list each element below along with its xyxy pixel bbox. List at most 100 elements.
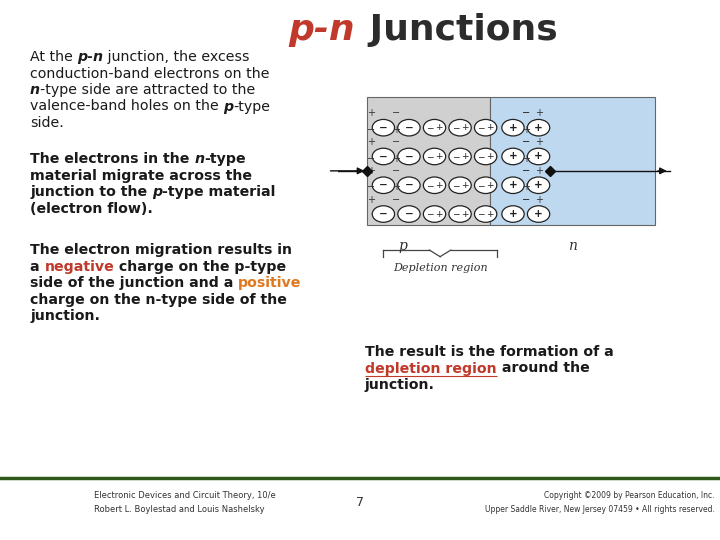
Text: -type: -type xyxy=(204,152,246,166)
Text: junction, the excess: junction, the excess xyxy=(104,50,250,64)
Text: The result is the formation of a: The result is the formation of a xyxy=(365,345,613,359)
Text: +: + xyxy=(522,183,531,192)
Circle shape xyxy=(502,206,524,222)
Text: (electron flow).: (electron flow). xyxy=(30,202,153,216)
Text: material migrate across the: material migrate across the xyxy=(30,169,252,183)
Circle shape xyxy=(474,148,497,165)
Circle shape xyxy=(423,206,446,222)
Text: +: + xyxy=(436,210,443,219)
Text: +: + xyxy=(487,210,494,219)
Text: −: − xyxy=(426,152,433,161)
Text: The electrons in the: The electrons in the xyxy=(30,152,194,166)
Text: around the: around the xyxy=(497,361,590,375)
Text: junction to the: junction to the xyxy=(30,185,152,199)
Circle shape xyxy=(527,206,550,222)
Circle shape xyxy=(372,119,395,136)
Text: −: − xyxy=(521,137,530,147)
Text: conduction-band electrons on the: conduction-band electrons on the xyxy=(30,66,269,80)
Text: +: + xyxy=(522,125,531,135)
Circle shape xyxy=(449,148,472,165)
Text: side of the junction and a: side of the junction and a xyxy=(30,276,238,290)
Text: −: − xyxy=(379,152,388,161)
Text: p: p xyxy=(152,185,162,199)
Text: −: − xyxy=(367,183,376,192)
Text: +: + xyxy=(392,153,400,164)
Circle shape xyxy=(372,177,395,193)
Text: PEARSON: PEARSON xyxy=(16,494,59,503)
Text: +: + xyxy=(461,210,469,219)
Text: −: − xyxy=(392,194,400,205)
Text: Junctions: Junctions xyxy=(357,13,558,47)
Text: −: − xyxy=(521,166,530,176)
Text: −: − xyxy=(379,180,388,190)
Text: +: + xyxy=(534,194,543,205)
Circle shape xyxy=(502,119,524,136)
Text: Upper Saddle River, New Jersey 07459 • All rights reserved.: Upper Saddle River, New Jersey 07459 • A… xyxy=(485,505,715,515)
Text: p: p xyxy=(223,99,233,113)
Text: −: − xyxy=(451,181,459,190)
Text: +: + xyxy=(534,209,543,219)
Text: At the: At the xyxy=(30,50,77,64)
Circle shape xyxy=(397,119,420,136)
Text: +: + xyxy=(367,137,376,147)
Circle shape xyxy=(423,119,446,136)
Text: +: + xyxy=(534,137,543,147)
Text: +: + xyxy=(508,209,518,219)
Text: p-n: p-n xyxy=(289,13,355,47)
Text: +: + xyxy=(508,180,518,190)
Text: +: + xyxy=(508,152,518,161)
Text: +: + xyxy=(367,194,376,205)
Text: n: n xyxy=(30,83,40,97)
Text: −: − xyxy=(426,210,433,219)
Text: p-n: p-n xyxy=(77,50,104,64)
Text: depletion region: depletion region xyxy=(365,361,497,375)
Circle shape xyxy=(423,148,446,165)
Text: ~≈~: ~≈~ xyxy=(29,518,46,524)
Text: +: + xyxy=(487,123,494,132)
Circle shape xyxy=(372,206,395,222)
Text: −: − xyxy=(405,123,413,133)
Text: +: + xyxy=(367,109,376,118)
Text: +: + xyxy=(461,123,469,132)
Text: +: + xyxy=(522,153,531,164)
Circle shape xyxy=(449,119,472,136)
Text: side.: side. xyxy=(30,116,64,130)
Text: −: − xyxy=(392,109,400,118)
Text: −: − xyxy=(379,123,388,133)
Text: Copyright ©2009 by Pearson Education, Inc.: Copyright ©2009 by Pearson Education, In… xyxy=(544,491,715,501)
Text: +: + xyxy=(461,181,469,190)
Circle shape xyxy=(502,148,524,165)
Text: +: + xyxy=(534,180,543,190)
Text: +: + xyxy=(534,166,543,176)
Text: n: n xyxy=(568,239,577,253)
Text: −: − xyxy=(405,209,413,219)
Text: +: + xyxy=(392,125,400,135)
Text: −: − xyxy=(392,137,400,147)
Text: -type material: -type material xyxy=(162,185,276,199)
Text: +: + xyxy=(392,183,400,192)
Circle shape xyxy=(372,148,395,165)
Text: −: − xyxy=(521,109,530,118)
Text: −: − xyxy=(522,194,531,205)
Text: charge on the p-type: charge on the p-type xyxy=(114,260,287,274)
Circle shape xyxy=(397,148,420,165)
Text: +: + xyxy=(436,181,443,190)
Circle shape xyxy=(423,177,446,193)
Circle shape xyxy=(502,177,524,193)
Text: junction.: junction. xyxy=(365,378,435,392)
Circle shape xyxy=(527,148,550,165)
Text: −: − xyxy=(477,210,485,219)
Text: −: − xyxy=(451,210,459,219)
Text: +: + xyxy=(461,152,469,161)
Text: −: − xyxy=(451,152,459,161)
Circle shape xyxy=(474,177,497,193)
Text: +: + xyxy=(508,123,518,133)
Text: −: − xyxy=(477,181,485,190)
Text: +: + xyxy=(436,152,443,161)
Text: −: − xyxy=(521,194,530,205)
Circle shape xyxy=(397,206,420,222)
Circle shape xyxy=(397,177,420,193)
Text: +: + xyxy=(487,152,494,161)
Text: −: − xyxy=(522,109,531,118)
Text: −: − xyxy=(451,123,459,132)
